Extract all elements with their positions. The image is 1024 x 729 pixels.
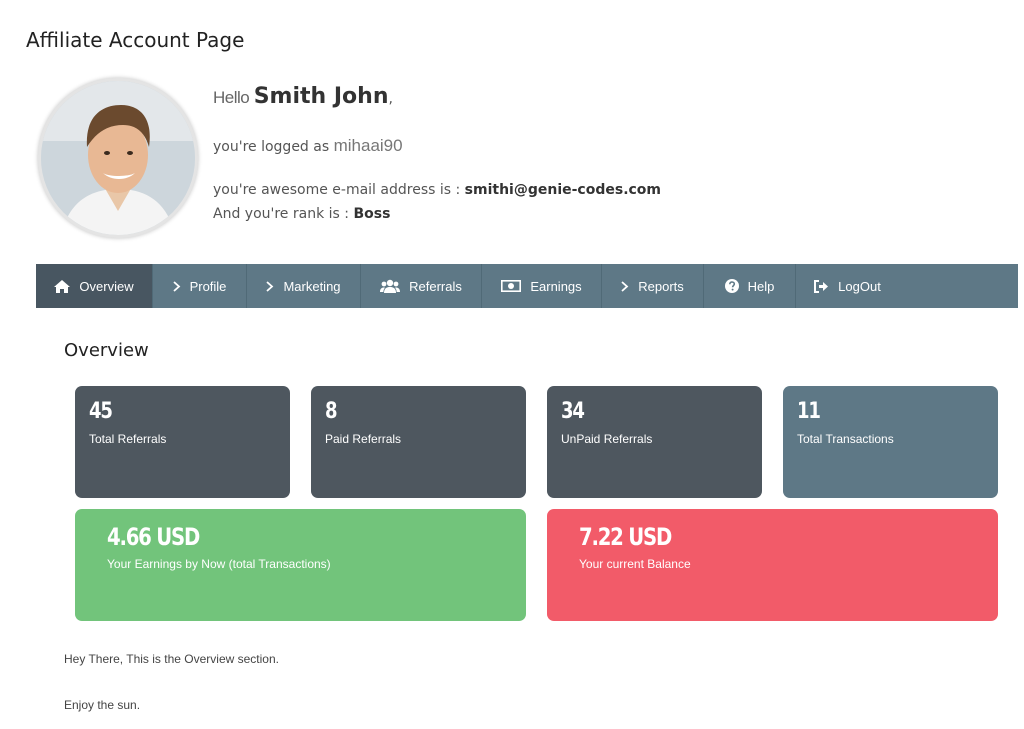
email-address: smithi@genie-codes.com xyxy=(464,182,662,198)
balance-card: 7.22 USD Your current Balance xyxy=(547,509,998,621)
rank-label: And you're rank is : xyxy=(213,206,349,222)
stat-card-total-transactions: 11 Total Transactions xyxy=(783,386,998,498)
earnings-card: 4.66 USD Your Earnings by Now (total Tra… xyxy=(75,509,526,621)
nav-logout-label: LogOut xyxy=(838,278,881,294)
user-full-name: Smith John xyxy=(253,84,389,109)
greeting: Hello Smith John, xyxy=(213,84,393,109)
stat-label: Paid Referrals xyxy=(325,432,402,446)
chevron-right-icon xyxy=(172,280,181,292)
stat-card-unpaid-referrals: 34 UnPaid Referrals xyxy=(547,386,762,498)
email-line: you're awesome e-mail address is : smith… xyxy=(213,182,661,198)
home-icon xyxy=(54,279,71,293)
greeting-hello: Hello xyxy=(213,88,250,107)
rank-value: Boss xyxy=(353,206,391,222)
nav-profile[interactable]: Profile xyxy=(153,264,247,308)
logged-as-line: you're logged as mihaai90 xyxy=(213,136,403,156)
stat-value: 34 xyxy=(561,399,585,424)
email-label: you're awesome e-mail address is : xyxy=(213,182,461,198)
nav-overview-label: Overview xyxy=(79,278,134,294)
greeting-comma: , xyxy=(388,91,393,107)
chevron-right-icon xyxy=(621,280,629,292)
stat-card-total-referrals: 45 Total Referrals xyxy=(75,386,290,498)
avatar xyxy=(38,78,198,238)
stat-value: 8 xyxy=(325,399,338,424)
nav-earnings[interactable]: Earnings xyxy=(482,264,602,308)
nav-referrals-label: Referrals xyxy=(409,278,462,294)
chevron-right-icon xyxy=(266,280,274,292)
sign-out-icon xyxy=(813,279,829,293)
money-icon xyxy=(501,280,522,292)
balance-value: 7.22 USD xyxy=(579,523,672,551)
nav-marketing[interactable]: Marketing xyxy=(247,264,361,308)
nav-reports-label: Reports xyxy=(638,278,684,294)
earnings-label: Your Earnings by Now (total Transactions… xyxy=(107,557,331,571)
balance-label: Your current Balance xyxy=(579,557,691,571)
stat-value: 11 xyxy=(797,399,821,424)
nav-profile-label: Profile xyxy=(189,278,227,294)
logged-as-label: you're logged as xyxy=(213,139,330,155)
overview-intro-text: Hey There, This is the Overview section. xyxy=(64,652,279,666)
stat-label: UnPaid Referrals xyxy=(561,432,653,446)
rank-line: And you're rank is : Boss xyxy=(213,206,390,222)
stat-card-paid-referrals: 8 Paid Referrals xyxy=(311,386,526,498)
stat-value: 45 xyxy=(89,399,113,424)
username: mihaai90 xyxy=(333,136,403,155)
stat-label: Total Transactions xyxy=(797,432,894,446)
nav-reports[interactable]: Reports xyxy=(602,264,704,308)
earnings-value: 4.66 USD xyxy=(107,523,200,551)
question-circle-icon xyxy=(724,279,739,293)
page-title: Affiliate Account Page xyxy=(26,28,245,52)
users-icon xyxy=(380,279,401,293)
nav-help-label: Help xyxy=(747,278,775,294)
stat-label: Total Referrals xyxy=(89,432,167,446)
overview-closing-text: Enjoy the sun. xyxy=(64,698,141,712)
overview-title: Overview xyxy=(64,340,149,361)
avatar-photo xyxy=(41,81,195,235)
nav-logout[interactable]: LogOut xyxy=(796,264,898,308)
main-nav: Overview Profile Marketing Referrals Ear… xyxy=(36,264,1018,308)
nav-referrals[interactable]: Referrals xyxy=(361,264,482,308)
nav-marketing-label: Marketing xyxy=(283,278,341,294)
nav-earnings-label: Earnings xyxy=(530,278,582,294)
nav-help[interactable]: Help xyxy=(704,264,796,308)
nav-overview[interactable]: Overview xyxy=(36,264,153,308)
